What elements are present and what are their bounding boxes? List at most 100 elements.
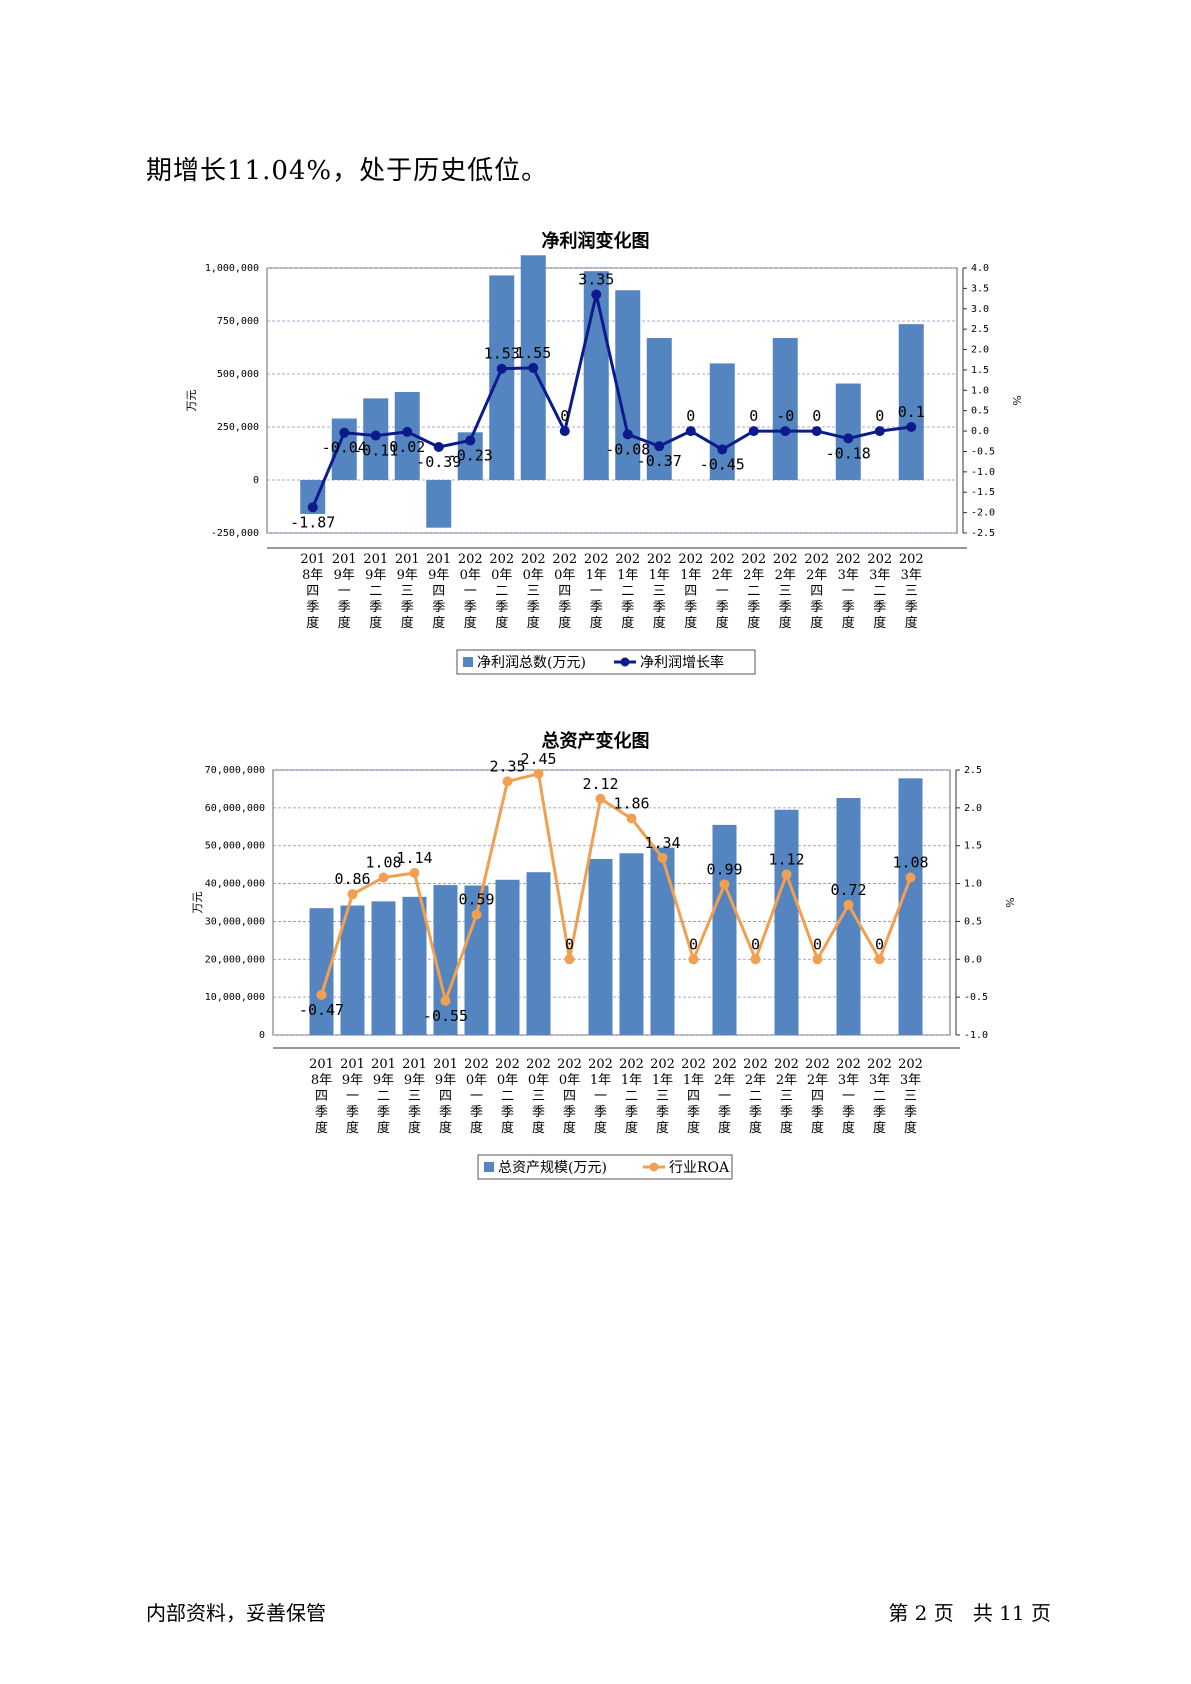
svg-text:二: 二 [747,584,760,599]
data-label: 1.08 [365,854,401,872]
data-label: 0.1 [898,403,925,421]
data-label: 1.12 [768,850,804,868]
y-tick-label: 1,000,000 [205,263,259,274]
svg-text:季: 季 [747,600,760,615]
line-point [378,872,389,883]
bar [495,879,520,1035]
svg-text:3年: 3年 [869,568,890,583]
svg-text:度: 度 [625,1120,638,1136]
y-tick-label: 20,000,000 [205,954,265,965]
data-label: 1.14 [396,849,432,867]
svg-text:度: 度 [779,615,792,631]
svg-text:9年: 9年 [342,1073,363,1088]
y-tick-label: 60,000,000 [205,803,265,814]
svg-text:201: 201 [395,552,420,567]
svg-text:度: 度 [470,1120,483,1136]
svg-text:季: 季 [594,1105,607,1120]
legend-line-label: 净利润增长率 [640,654,724,671]
svg-text:2年: 2年 [776,1073,797,1088]
svg-text:季: 季 [718,1105,731,1120]
y2-tick-label: 1.5 [971,365,989,376]
svg-text:3年: 3年 [838,568,859,583]
svg-text:季: 季 [842,600,855,615]
svg-text:一: 一 [842,1089,855,1104]
line-point [654,441,665,452]
net-profit-chart: -250,000 0 250,000 500,000 750,000 1,000,000 -… [185,255,1023,675]
y2-tick-label: -1.0 [964,1030,988,1041]
bar [402,896,427,1035]
svg-text:2年: 2年 [714,1073,735,1088]
svg-text:季: 季 [306,600,319,615]
svg-text:度: 度 [338,615,351,631]
svg-text:三: 三 [527,584,540,599]
svg-text:四: 四 [439,1089,452,1104]
svg-text:季: 季 [621,600,634,615]
data-label: 0 [686,407,695,425]
svg-text:202: 202 [584,552,609,567]
y2-tick-label: 3.5 [971,283,989,294]
svg-text:一: 一 [590,584,603,599]
svg-text:1年: 1年 [652,1073,673,1088]
svg-text:2年: 2年 [712,568,733,583]
y2-tick-label: 2.5 [971,324,989,335]
line-point [559,426,570,437]
svg-text:季: 季 [687,1105,700,1120]
line-point [533,768,544,779]
svg-text:季: 季 [527,600,540,615]
svg-text:0年: 0年 [497,1073,518,1088]
svg-text:季: 季 [401,600,414,615]
svg-text:202: 202 [647,552,672,567]
svg-text:202: 202 [773,552,798,567]
svg-text:度: 度 [594,1120,607,1136]
svg-text:202: 202 [710,552,735,567]
line-point [496,363,507,374]
data-label: 0 [689,935,698,953]
svg-text:度: 度 [306,615,319,631]
data-label: -0.18 [826,444,871,462]
data-label: 0.59 [458,891,494,909]
svg-text:季: 季 [873,1105,886,1120]
data-label: -0.37 [637,452,682,470]
line-point [748,426,759,437]
svg-text:度: 度 [842,615,855,631]
svg-text:度: 度 [401,615,414,631]
bar [650,847,675,1035]
svg-text:度: 度 [563,1120,576,1136]
y-tick-label: 0 [253,475,259,486]
line-point [780,426,791,437]
svg-text:一: 一 [594,1089,607,1104]
data-label: -0.47 [299,1001,344,1019]
line-point [685,426,696,437]
svg-text:度: 度 [558,615,571,631]
y2-axis-title: % [1010,395,1023,405]
legend-bar-swatch [484,1162,494,1172]
svg-text:度: 度 [873,1120,886,1136]
svg-text:2年: 2年 [743,568,764,583]
svg-text:度: 度 [656,1120,669,1136]
bar [898,778,923,1035]
bar [371,901,396,1035]
data-label: 0 [751,935,760,953]
line-point [339,427,350,438]
line-point [811,426,822,437]
y-axis-title: 万元 [191,892,204,914]
y2-tick-label: -1.5 [971,487,995,498]
line-point [409,867,420,878]
svg-text:季: 季 [873,600,886,615]
svg-text:度: 度 [873,615,886,631]
svg-text:度: 度 [653,615,666,631]
svg-text:度: 度 [747,615,760,631]
